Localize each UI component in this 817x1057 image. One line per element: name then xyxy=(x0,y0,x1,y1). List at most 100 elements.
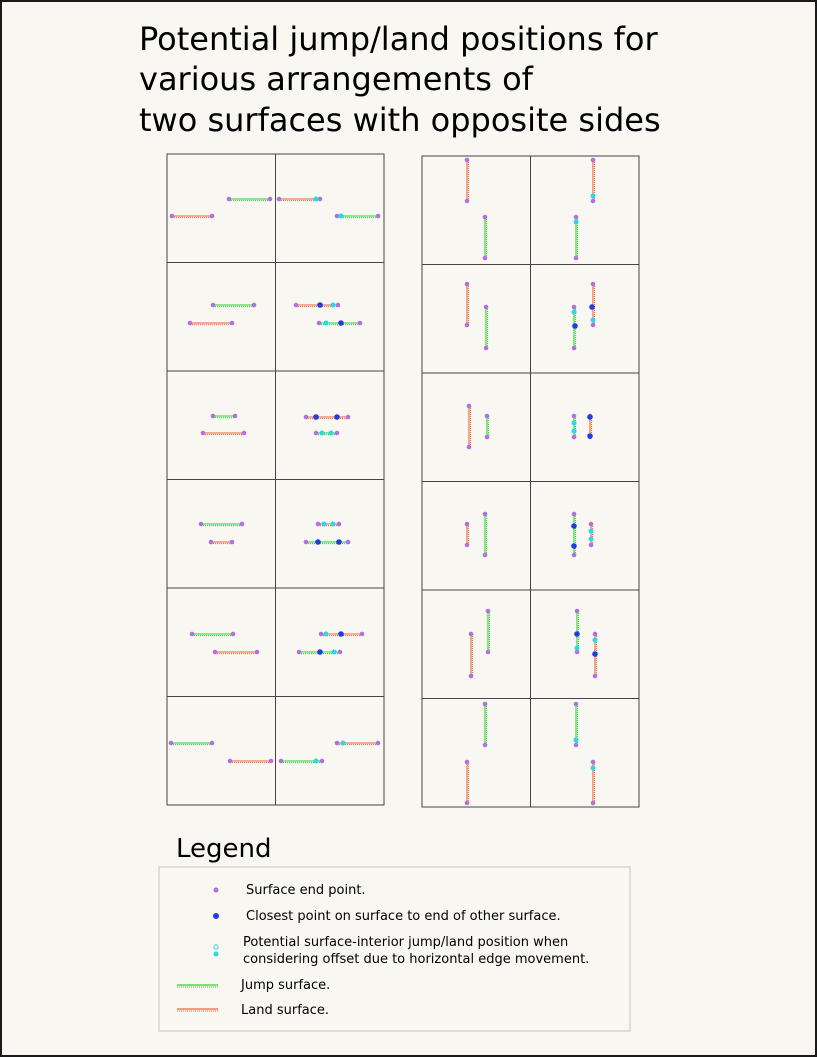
surface-end-point xyxy=(337,649,343,655)
arrangement-cell xyxy=(275,696,385,806)
jump-surface xyxy=(484,413,490,440)
surface-end-point xyxy=(303,539,309,545)
surface-end-point xyxy=(571,413,577,419)
closest-point xyxy=(587,433,593,439)
closest-point xyxy=(571,543,577,549)
surface-end-point xyxy=(588,521,594,527)
jump-surface xyxy=(485,608,491,655)
closest-point xyxy=(592,651,598,657)
surface-end-point xyxy=(574,608,580,614)
surface-end-point xyxy=(571,434,577,440)
land-surface-line-icon xyxy=(177,1008,218,1012)
surface-end-point xyxy=(293,302,299,308)
surface-end-point xyxy=(573,214,579,220)
closest-point xyxy=(587,414,593,420)
jump-surface xyxy=(482,511,488,558)
surface-end-point xyxy=(485,608,491,614)
surface-end-point xyxy=(590,281,596,287)
surface-end-point xyxy=(375,740,381,746)
interior-jump-land-position xyxy=(338,213,344,219)
jump-surface-line-icon xyxy=(177,984,218,988)
surface-end-point xyxy=(345,414,351,420)
surface-end-point xyxy=(464,759,470,765)
surface-end-point xyxy=(345,539,351,545)
interior-jump-land-position xyxy=(588,528,594,534)
jump-surface xyxy=(210,302,257,308)
interior-jump-land-position xyxy=(573,219,579,225)
closest-point xyxy=(338,631,344,637)
surface-end-point xyxy=(335,302,341,308)
surface-end-point xyxy=(316,320,322,326)
surface-end-point xyxy=(317,196,323,202)
land-surface xyxy=(169,213,215,219)
surface-end-point xyxy=(571,304,577,310)
surface-end-point xyxy=(200,430,206,436)
surface-end-point xyxy=(464,157,470,163)
title-line-3: two surfaces with opposite sides xyxy=(139,101,661,139)
title-line-1: Potential jump/land positions for xyxy=(139,20,659,58)
jump-surface xyxy=(334,213,381,219)
surface-end-point xyxy=(590,157,596,163)
closest-point xyxy=(317,649,323,655)
land-surface xyxy=(200,430,247,436)
surface-end-point xyxy=(464,800,470,806)
surface-end-point xyxy=(590,322,596,328)
closest-point-icon xyxy=(213,913,219,919)
interior-jump-land-position xyxy=(588,536,594,542)
interior-jump-land-position xyxy=(313,758,319,764)
interior-jump-land-position xyxy=(323,320,329,326)
legend-label-jump-surface: Jump surface. xyxy=(240,978,330,993)
surface-end-point xyxy=(484,434,490,440)
interior-jump-land-position xyxy=(331,649,337,655)
end-point-icon xyxy=(213,887,219,893)
land-surface xyxy=(227,758,274,764)
interior-jump-land-position xyxy=(590,193,596,199)
surface-end-point xyxy=(590,759,596,765)
closest-point xyxy=(338,320,344,326)
surface-end-point xyxy=(468,673,474,679)
interior-jump-land-position xyxy=(321,521,327,527)
surface-end-point xyxy=(209,740,215,746)
legend-label-interior-line-2: considering offset due to horizontal edg… xyxy=(243,952,589,967)
surface-end-point xyxy=(483,304,489,310)
surface-end-point xyxy=(336,521,342,527)
closest-point xyxy=(334,414,340,420)
interior-position-icon xyxy=(213,944,219,957)
surface-end-point xyxy=(209,213,215,219)
left-panel-grid xyxy=(166,153,385,806)
surface-end-point xyxy=(590,800,596,806)
surface-end-point xyxy=(571,552,577,558)
surface-end-point xyxy=(334,430,340,436)
surface-end-point xyxy=(303,414,309,420)
surface-end-point xyxy=(482,214,488,220)
surface-end-point xyxy=(482,511,488,517)
land-surface xyxy=(464,157,470,204)
surface-end-point xyxy=(169,213,175,219)
surface-end-point xyxy=(573,255,579,261)
surface-end-point xyxy=(168,740,174,746)
closest-point xyxy=(572,323,578,329)
land-surface xyxy=(464,521,470,548)
arrangement-cell xyxy=(530,698,640,808)
jump-surface xyxy=(482,214,488,261)
interior-jump-land-position xyxy=(571,309,577,315)
closest-point xyxy=(336,539,342,545)
closest-point xyxy=(574,631,580,637)
interior-jump-land-position xyxy=(592,637,598,643)
jump-surface xyxy=(168,740,215,746)
interior-jump-land-position xyxy=(313,196,319,202)
surface-end-point xyxy=(229,320,235,326)
surface-end-point xyxy=(571,345,577,351)
land-surface xyxy=(464,759,470,806)
surface-end-point xyxy=(318,631,324,637)
jump-surface xyxy=(226,196,273,202)
land-surface xyxy=(212,649,260,655)
surface-end-point xyxy=(468,631,474,637)
interior-jump-land-position xyxy=(590,765,596,771)
land-surface xyxy=(466,403,472,450)
closest-point xyxy=(315,539,321,545)
surface-end-point xyxy=(482,701,488,707)
surface-end-point xyxy=(276,196,282,202)
surface-end-point xyxy=(296,649,302,655)
